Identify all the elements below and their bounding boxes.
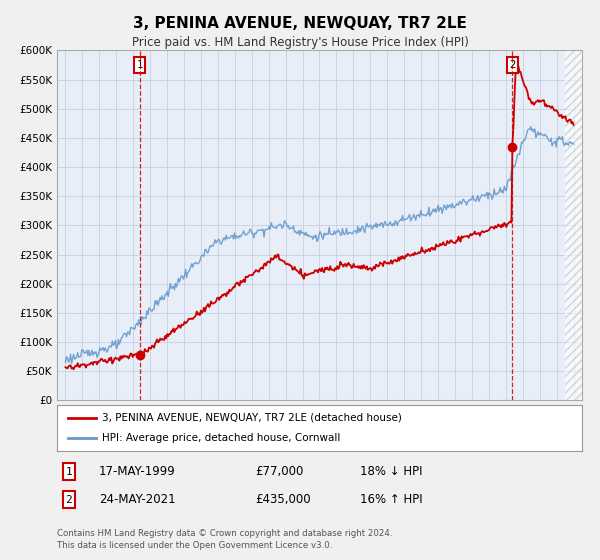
Text: 1: 1	[65, 466, 73, 477]
Text: 1: 1	[137, 60, 143, 70]
Text: 3, PENINA AVENUE, NEWQUAY, TR7 2LE: 3, PENINA AVENUE, NEWQUAY, TR7 2LE	[133, 16, 467, 31]
Text: 18% ↓ HPI: 18% ↓ HPI	[360, 465, 422, 478]
Text: Contains HM Land Registry data © Crown copyright and database right 2024.: Contains HM Land Registry data © Crown c…	[57, 529, 392, 538]
Text: 3, PENINA AVENUE, NEWQUAY, TR7 2LE (detached house): 3, PENINA AVENUE, NEWQUAY, TR7 2LE (deta…	[101, 413, 401, 423]
Text: 2: 2	[509, 60, 515, 70]
Text: 17-MAY-1999: 17-MAY-1999	[99, 465, 176, 478]
Text: £435,000: £435,000	[255, 493, 311, 506]
Text: 16% ↑ HPI: 16% ↑ HPI	[360, 493, 422, 506]
Text: HPI: Average price, detached house, Cornwall: HPI: Average price, detached house, Corn…	[101, 433, 340, 443]
Text: This data is licensed under the Open Government Licence v3.0.: This data is licensed under the Open Gov…	[57, 542, 332, 550]
Text: Price paid vs. HM Land Registry's House Price Index (HPI): Price paid vs. HM Land Registry's House …	[131, 36, 469, 49]
Text: 24-MAY-2021: 24-MAY-2021	[99, 493, 176, 506]
Text: 2: 2	[65, 494, 73, 505]
Text: £77,000: £77,000	[255, 465, 304, 478]
